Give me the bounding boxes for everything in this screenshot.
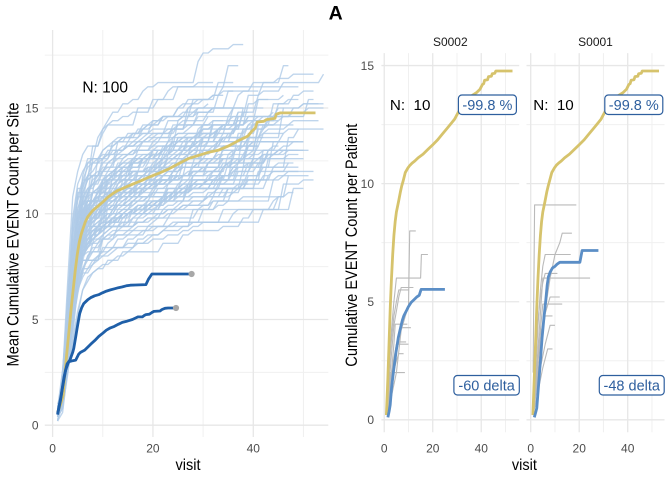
svg-text:Mean Cumulative EVENT Count pe: Mean Cumulative EVENT Count per Site [4, 103, 22, 367]
svg-text:0: 0 [367, 413, 374, 427]
svg-text:N: 100: N: 100 [82, 80, 128, 97]
svg-text:40: 40 [621, 442, 635, 456]
svg-text:40: 40 [475, 442, 489, 456]
svg-text:-99.8 %: -99.8 % [609, 98, 659, 114]
svg-text:0: 0 [527, 442, 534, 456]
svg-text:N: 10: N: 10 [390, 97, 431, 114]
svg-text:10: 10 [25, 207, 39, 221]
svg-text:0: 0 [32, 419, 39, 433]
svg-text:-60 delta: -60 delta [458, 378, 515, 394]
svg-text:-48 delta: -48 delta [604, 378, 661, 394]
svg-text:20: 20 [426, 442, 440, 456]
svg-text:0: 0 [49, 442, 56, 456]
svg-text:10: 10 [361, 177, 375, 191]
svg-text:5: 5 [367, 295, 374, 309]
svg-text:20: 20 [573, 442, 587, 456]
svg-text:N: 10: N: 10 [533, 97, 574, 114]
svg-text:-99.8 %: -99.8 % [462, 98, 512, 114]
svg-text:0: 0 [381, 442, 388, 456]
svg-text:40: 40 [247, 442, 261, 456]
svg-text:visit: visit [176, 457, 201, 474]
svg-text:A: A [329, 3, 343, 25]
svg-text:15: 15 [361, 59, 375, 73]
svg-text:20: 20 [146, 442, 160, 456]
svg-text:5: 5 [32, 313, 39, 327]
svg-text:S0002: S0002 [433, 35, 468, 49]
svg-text:15: 15 [25, 101, 39, 115]
svg-text:Cumulative EVENT Count per Pat: Cumulative EVENT Count per Patient [343, 123, 361, 366]
svg-text:visit: visit [512, 457, 537, 474]
svg-text:S0001: S0001 [578, 35, 613, 49]
